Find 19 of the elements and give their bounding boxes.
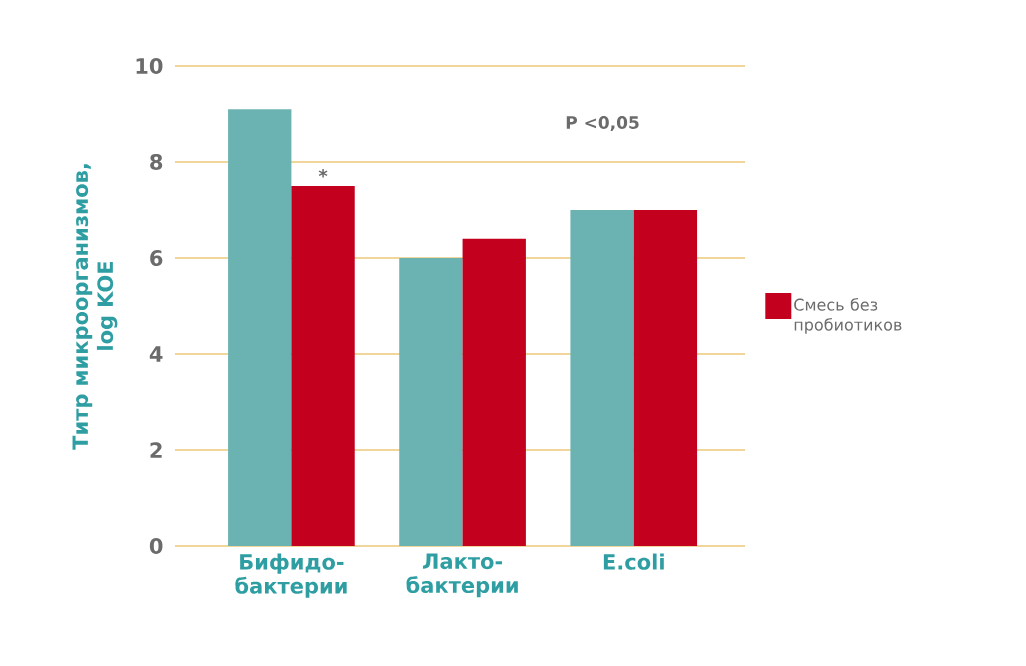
x-tick-label: Бифидо- бактерии xyxy=(235,553,347,598)
annotation: P <0,05 xyxy=(566,116,639,132)
y-tick-label: 10 xyxy=(136,58,163,74)
bar xyxy=(291,185,355,546)
y-axis-title: Титр микроорганизмов, log KOE xyxy=(72,164,118,450)
bar xyxy=(633,209,698,546)
legend-label: Смесь без пробиотиков xyxy=(794,298,902,334)
x-tick-label: Лакто- бактерии xyxy=(406,553,518,598)
bar xyxy=(462,238,526,546)
annotation: * xyxy=(318,169,328,178)
bar xyxy=(228,109,292,546)
bar xyxy=(570,209,634,546)
y-tick-label: 4 xyxy=(149,346,163,362)
bar xyxy=(399,257,463,546)
x-tick-label: E.coli xyxy=(603,553,664,570)
y-tick-label: 6 xyxy=(150,250,163,266)
y-tick-label: 8 xyxy=(150,154,163,170)
y-tick-label: 2 xyxy=(150,442,162,458)
y-tick-label: 0 xyxy=(149,538,163,554)
